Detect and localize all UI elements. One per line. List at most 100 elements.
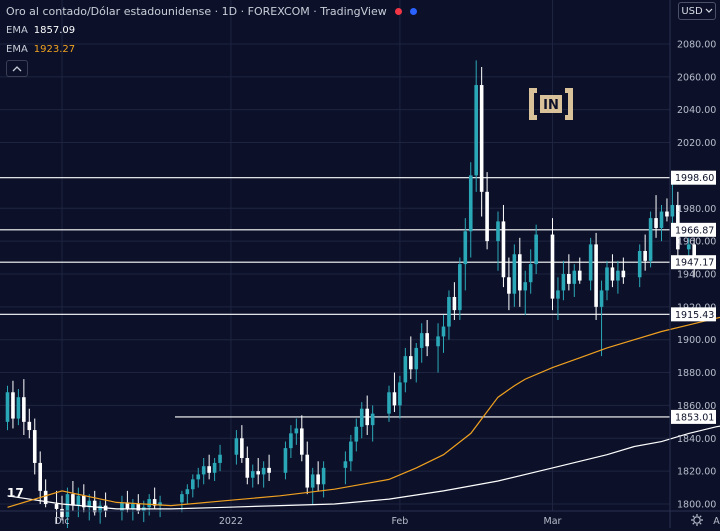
legend-collapse-button[interactable] — [6, 60, 28, 77]
candle-body — [567, 274, 571, 284]
candle-body — [622, 271, 626, 278]
ema-value: 1923.27 — [34, 44, 75, 55]
candle-body — [131, 504, 135, 509]
candle-body — [556, 290, 560, 298]
beincrypto-logo: IN — [527, 86, 575, 122]
x-tick-label: Abr — [713, 516, 720, 527]
y-tick-label: 1840.00 — [677, 434, 716, 445]
candle-body — [240, 438, 244, 458]
candle-body — [33, 430, 37, 463]
candle-body — [22, 397, 26, 422]
candle-body — [469, 175, 473, 231]
candle-body — [573, 271, 577, 284]
y-tick-label: 1880.00 — [677, 368, 716, 379]
candle-body — [485, 192, 489, 241]
candle-body — [137, 504, 141, 511]
y-tick-label: 1800.00 — [677, 500, 716, 511]
status-dot-red — [395, 8, 402, 15]
candle-body — [654, 218, 658, 228]
candle-body — [218, 455, 222, 463]
candle-body — [202, 466, 206, 474]
tv-logo-text: 17 — [7, 486, 24, 500]
candle-body — [147, 499, 151, 507]
candle-body — [578, 271, 582, 281]
candle-body — [458, 264, 462, 310]
ema-value: 1857.09 — [34, 25, 75, 36]
candle-body — [186, 489, 190, 494]
candle-body — [638, 251, 642, 277]
candle-body — [311, 474, 315, 487]
candle-body — [474, 85, 478, 175]
candle-body — [196, 474, 200, 479]
y-tick-label: 1900.00 — [677, 335, 716, 346]
candle-body — [404, 356, 408, 382]
candle-body — [365, 409, 369, 425]
candle-body — [28, 422, 32, 430]
horizontal-levels — [0, 178, 670, 417]
candle-body — [349, 442, 353, 462]
ema-label: EMA — [6, 25, 28, 36]
candle-body — [420, 333, 424, 348]
candle-body — [605, 267, 609, 290]
candle-body — [267, 468, 271, 473]
y-tick-label: 1980.00 — [677, 204, 716, 215]
candle-body — [453, 297, 457, 310]
candle-body — [643, 251, 647, 261]
candle-body — [66, 494, 70, 517]
x-tick-label: Feb — [391, 516, 408, 527]
candle-body — [371, 414, 375, 426]
candle-body — [235, 438, 239, 454]
candle-body — [442, 327, 446, 337]
candle-body — [534, 235, 538, 265]
candle-body — [305, 455, 309, 488]
candle-body — [246, 458, 250, 478]
candle-body — [507, 277, 511, 293]
y-tick-label: 1820.00 — [677, 467, 716, 478]
y-tick-label: 2020.00 — [677, 138, 716, 149]
candle-body — [551, 235, 555, 299]
candle-body — [322, 468, 326, 484]
candle-body — [436, 336, 440, 346]
ema-slow-line — [8, 302, 720, 507]
x-tick-label: Mar — [544, 516, 562, 527]
level-label: 1998.60 — [675, 173, 714, 184]
candle-body — [207, 466, 211, 473]
logo-text: IN — [543, 98, 559, 113]
candle-body — [71, 494, 75, 506]
candle-body — [355, 427, 359, 442]
ema-label: EMA — [6, 44, 28, 55]
candle-body — [518, 254, 522, 290]
candle-body — [502, 221, 506, 277]
candle-body — [55, 504, 59, 509]
candle-body — [300, 428, 304, 454]
candle-body — [38, 463, 42, 491]
candle-body — [660, 212, 664, 228]
candle-body — [180, 494, 184, 502]
candle-body — [77, 496, 81, 506]
y-tick-label: 2080.00 — [677, 39, 716, 50]
level-label: 1915.43 — [675, 310, 714, 321]
candle-body — [213, 463, 217, 473]
candle-body — [295, 428, 299, 433]
candle-body — [513, 254, 517, 293]
symbol-title-row[interactable]: Oro al contado/Dólar estadounidense · 1D… — [6, 3, 417, 19]
candle-body — [6, 392, 10, 422]
ema-fast-row[interactable]: EMA 1857.09 — [6, 22, 417, 38]
time-axis[interactable]: Dic2022FebMarAbrMayoJun — [0, 511, 720, 527]
gear-icon[interactable] — [690, 512, 704, 526]
candle-body — [616, 271, 620, 281]
candle-body — [464, 231, 468, 264]
candle-body — [316, 474, 320, 484]
candle-body — [409, 356, 413, 369]
candle-body — [360, 409, 364, 427]
currency-selector[interactable]: USD — [678, 2, 716, 20]
candle-body — [262, 468, 266, 475]
candle-body — [393, 392, 397, 405]
candle-body — [529, 264, 533, 282]
ema-slow-row[interactable]: EMA 1923.27 — [6, 41, 417, 57]
candle-body — [600, 290, 604, 306]
tradingview-logo[interactable]: 17 — [7, 486, 27, 500]
candle-body — [387, 392, 391, 413]
